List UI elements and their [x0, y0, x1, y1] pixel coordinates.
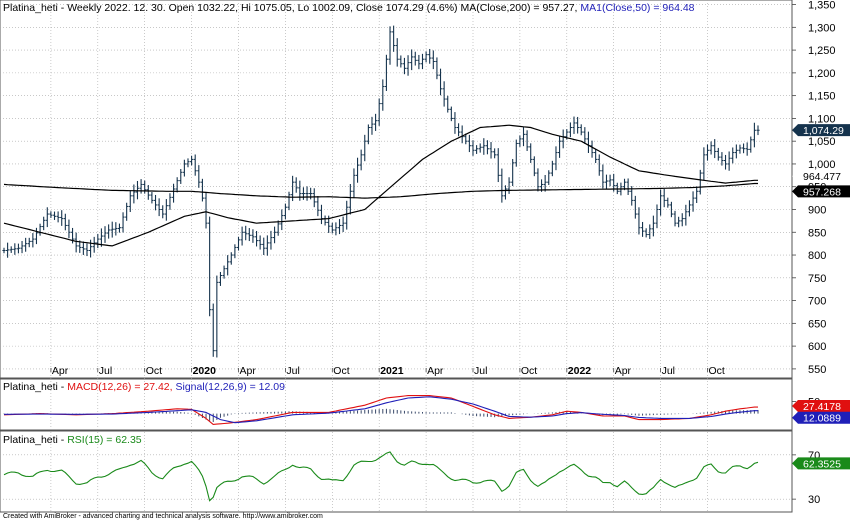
macd-panel[interactable] [0, 378, 793, 431]
time-tick-label: Jul [286, 365, 299, 377]
time-tick-label: 2022 [568, 365, 592, 377]
time-tick-label: Oct [333, 365, 349, 377]
time-tick-label: Apr [239, 365, 256, 377]
ma1-value-label: 964.477 [803, 171, 841, 183]
price-tick-label: 650 [808, 318, 826, 330]
price-tick-label: 600 [808, 341, 826, 353]
axis-labels: 1,350 1,300 1,250 1,200 1,150 1,100 1,050 1,000… [50, 0, 850, 506]
last-price-label: 1,074.29 [803, 125, 844, 137]
time-tick-label: Oct [708, 365, 724, 377]
ma-line [3, 182, 758, 199]
rsi-value-label: 62.3525 [803, 458, 841, 470]
macd-lines [3, 395, 759, 425]
rsi-value-label-bg [792, 457, 850, 470]
price-tick-label: 1,350 [808, 0, 836, 12]
price-tick-label: 1,000 [808, 159, 836, 171]
time-tick-label: Apr [52, 365, 69, 377]
macd-line [3, 395, 758, 425]
time-tick-label: Jul [662, 365, 675, 377]
signal-legend: Signal(12,26,9) = 12.09 [173, 381, 286, 393]
rsi-legend: RSI(15) = 62.35 [67, 434, 142, 446]
moving-averages [3, 124, 758, 247]
signal-value-label-bg [792, 411, 850, 424]
ma200-value-label: 957.268 [803, 186, 841, 198]
signal-value-label: 12.0889 [803, 413, 841, 425]
price-tick-label: 1,100 [808, 113, 836, 125]
time-tick-label: 2020 [193, 365, 217, 377]
price-tick-label: 900 [808, 204, 826, 216]
price-tick-label: 1,200 [808, 68, 836, 80]
grid-layer [0, 0, 792, 512]
price-tick-label: 750 [808, 273, 826, 285]
macd-value-label-bg [792, 400, 850, 413]
ma-line [3, 124, 758, 247]
time-tick-label: Jul [99, 365, 112, 377]
price-tick-label: 700 [808, 296, 826, 308]
price-panel[interactable] [0, 0, 793, 379]
rsi-header: Platina_heti - RSI(15) = 62.35 [3, 434, 142, 446]
time-tick-label: Apr [427, 365, 444, 377]
price-tick-label: 1,150 [808, 91, 836, 103]
rsi-line [3, 451, 759, 502]
rsi-line-path [3, 451, 759, 502]
macd-legend: MACD(12,26) = 27.42, [67, 381, 172, 393]
macd-header: Platina_heti - MACD(12,26) = 27.42, Sign… [3, 381, 285, 393]
rsi-tick-label: 30 [808, 494, 820, 506]
price-header: Platina_heti - Weekly 2022. 12. 30. Open… [3, 2, 695, 14]
time-tick-label: Oct [521, 365, 537, 377]
ma1-header: MA1(Close,50) = 964.48 [580, 2, 694, 14]
price-bars [2, 25, 760, 358]
price-tick-label: 800 [808, 250, 826, 262]
price-tick-label: 850 [808, 227, 826, 239]
time-tick-label: Apr [615, 365, 632, 377]
time-tick-label: Jul [474, 365, 487, 377]
price-tick-label: 1,300 [808, 22, 836, 34]
footer-credit: Created with AmiBroker - advanced charti… [3, 513, 323, 520]
ma1-value-label-bg [792, 170, 850, 183]
ma200-value-label-bg [792, 185, 850, 198]
macd-value-label: 27.4178 [803, 401, 841, 413]
last-price-label-bg [792, 124, 850, 137]
time-tick-label: Oct [146, 365, 162, 377]
rsi-panel[interactable] [0, 430, 793, 513]
price-tick-label: 1,250 [808, 45, 836, 57]
price-tick-label: 1,050 [808, 136, 836, 148]
signal-line [4, 396, 758, 424]
time-tick-label: 2021 [380, 365, 404, 377]
price-tick-label: 550 [808, 364, 826, 376]
